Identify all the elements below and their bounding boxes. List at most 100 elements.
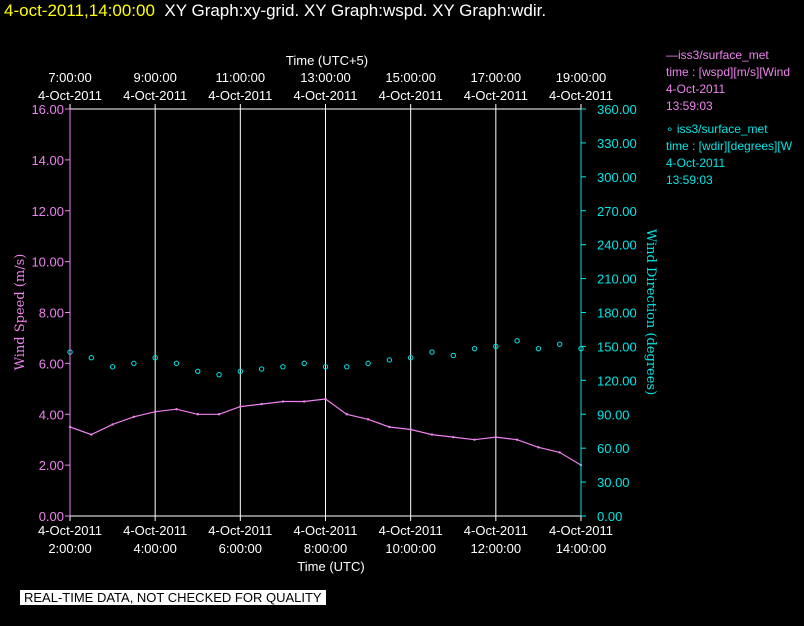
x-tick-label-date: 4-Oct-2011 <box>38 523 102 538</box>
y2-tick-label: 150.00 <box>597 339 637 354</box>
header-timestamp: 4-oct-2011,14:00:00 <box>4 1 155 20</box>
x-top-tick-label-date: 4-Oct-2011 <box>549 88 613 103</box>
wind-direction-point <box>365 360 371 367</box>
wind-speed-point <box>217 413 221 416</box>
y-tick-label: 0.00 <box>39 509 64 524</box>
x-tick-label-time: 10:00:00 <box>385 541 436 556</box>
wind-speed-point <box>558 451 561 454</box>
grid-lines <box>154 109 497 516</box>
x-top-tick-label-time: 13:00:00 <box>300 70 351 85</box>
x-tick-label-date: 4-Oct-2011 <box>464 523 528 538</box>
legend-wind-direction-date: 4-Oct-2011 <box>666 156 726 170</box>
legend-wind-speed-variable: time : [wspd][m/s][Wind <box>666 65 791 79</box>
wind-speed-point <box>430 433 434 436</box>
wind-speed-point <box>537 446 540 449</box>
wind-speed-point <box>303 400 306 403</box>
header-graph-list: XY Graph:xy-grid. XY Graph:wspd. XY Grap… <box>164 1 547 20</box>
y2-tick-label: 180.00 <box>597 306 637 321</box>
x-tick-label-time: 14:00:00 <box>556 541 607 556</box>
wind-direction-point <box>301 360 307 367</box>
wind-speed-point <box>409 428 412 431</box>
x-tick-label-date: 4-Oct-2011 <box>379 523 443 538</box>
x-tick-label-date: 4-Oct-2011 <box>549 523 613 538</box>
wind-direction-point <box>429 349 435 355</box>
x-top-tick-label-date: 4-Oct-2011 <box>38 88 102 103</box>
legend-wind-speed-time: 13:59:03 <box>666 99 713 113</box>
y2-tick-label: 270.00 <box>597 204 637 219</box>
x-top-tick-label-date: 4-Oct-2011 <box>379 88 443 103</box>
y2-tick-label: 330.00 <box>597 136 637 151</box>
wind-speed-point <box>196 413 199 416</box>
y2-tick-label: 90.00 <box>597 407 630 422</box>
x-top-tick-label-time: 9:00:00 <box>133 70 176 85</box>
x-top-tick-label-time: 19:00:00 <box>556 70 607 85</box>
wind-speed-point <box>324 397 327 401</box>
top-axis-title: Time (UTC+5) <box>286 53 368 68</box>
wind-speed-point <box>260 402 263 406</box>
x-tick-label-time: 6:00:00 <box>219 541 262 556</box>
wind-speed-point <box>111 423 114 426</box>
wind-direction-point <box>152 355 158 361</box>
y-tick-label: 16.00 <box>31 102 64 117</box>
y2-tick-label: 360.00 <box>597 102 637 117</box>
wind-direction-point <box>88 355 94 361</box>
y2-tick-label: 240.00 <box>597 238 637 253</box>
y-axis-title: Wind Speed (m/s) <box>13 254 28 371</box>
wind-direction-point <box>173 360 180 367</box>
wind-speed-point <box>366 418 370 421</box>
x-top-tick-label-time: 11:00:00 <box>216 70 266 85</box>
legend-wind-direction: ∘ iss3/surface_met time : [wdir][degrees… <box>666 121 804 189</box>
wind-speed-point <box>345 413 348 416</box>
x-top-tick-label-time: 17:00:00 <box>471 70 522 85</box>
wind-direction-point <box>280 364 286 370</box>
wind-direction-point <box>131 360 137 367</box>
x-tick-label-time: 4:00:00 <box>133 541 176 556</box>
x-top-tick-label-date: 4-Oct-2011 <box>123 88 187 103</box>
y2-tick-label: 120.00 <box>597 373 637 388</box>
x-top-tick-label-date: 4-Oct-2011 <box>464 88 528 103</box>
x-top-tick-label-time: 7:00:00 <box>48 70 91 85</box>
legend-wind-speed: —iss3/surface_met time : [wspd][m/s][Win… <box>666 47 804 115</box>
wind-speed-series <box>68 397 583 467</box>
wind-direction-point <box>109 364 116 370</box>
wind-speed-point <box>153 410 157 413</box>
wind-direction-point <box>216 371 222 378</box>
wind-speed-point <box>239 405 242 408</box>
wind-speed-point <box>132 415 136 418</box>
wind-speed-point <box>90 433 93 436</box>
legend-wind-speed-date: 4-Oct-2011 <box>666 82 726 96</box>
x-top-tick-label-time: 15:00:00 <box>385 70 436 85</box>
x-tick-label-date: 4-Oct-2011 <box>293 523 357 538</box>
y2-tick-label: 210.00 <box>597 272 637 287</box>
wind-direction-point <box>493 343 499 350</box>
wind-direction-point <box>344 364 350 370</box>
x-top-tick-label-date: 4-Oct-2011 <box>293 88 357 103</box>
header: 4-oct-2011,14:00:00 XY Graph:xy-grid. XY… <box>4 1 546 21</box>
wind-direction-point <box>386 357 393 363</box>
y2-axis-title: Wind Direction (degrees) <box>643 229 658 395</box>
wind-speed-point <box>515 438 519 441</box>
wind-speed-point <box>494 435 498 439</box>
y-tick-label: 6.00 <box>39 356 64 371</box>
y-tick-label: 14.00 <box>31 153 64 168</box>
legend-wind-direction-time: 13:59:03 <box>666 173 713 187</box>
axes: 4-Oct-2011 2:00:00 4-Oct-2011 4:00:00 4-Oct-… <box>31 70 636 556</box>
legend-wind-speed-source: —iss3/surface_met <box>666 48 769 62</box>
x-axis-title: Time (UTC) <box>297 559 364 574</box>
wind-direction-point <box>258 366 265 372</box>
y2-tick-label: 300.00 <box>597 170 637 185</box>
wind-direction-point <box>195 368 201 374</box>
x-tick-label-date: 4-Oct-2011 <box>208 523 272 538</box>
y-tick-label: 4.00 <box>39 407 64 422</box>
wind-speed-point <box>281 400 285 403</box>
y-tick-label: 12.00 <box>31 204 64 219</box>
x-tick-label-time: 8:00:00 <box>304 541 347 556</box>
x-tick-label-time: 2:00:00 <box>48 541 91 556</box>
x-tick-label-time: 12:00:00 <box>471 541 522 556</box>
x-tick-label-date: 4-Oct-2011 <box>123 523 187 538</box>
y-tick-label: 10.00 <box>31 255 64 270</box>
wind-speed-point <box>452 435 455 439</box>
wind-speed-point <box>473 438 476 441</box>
x-top-tick-label-date: 4-Oct-2011 <box>208 88 272 103</box>
